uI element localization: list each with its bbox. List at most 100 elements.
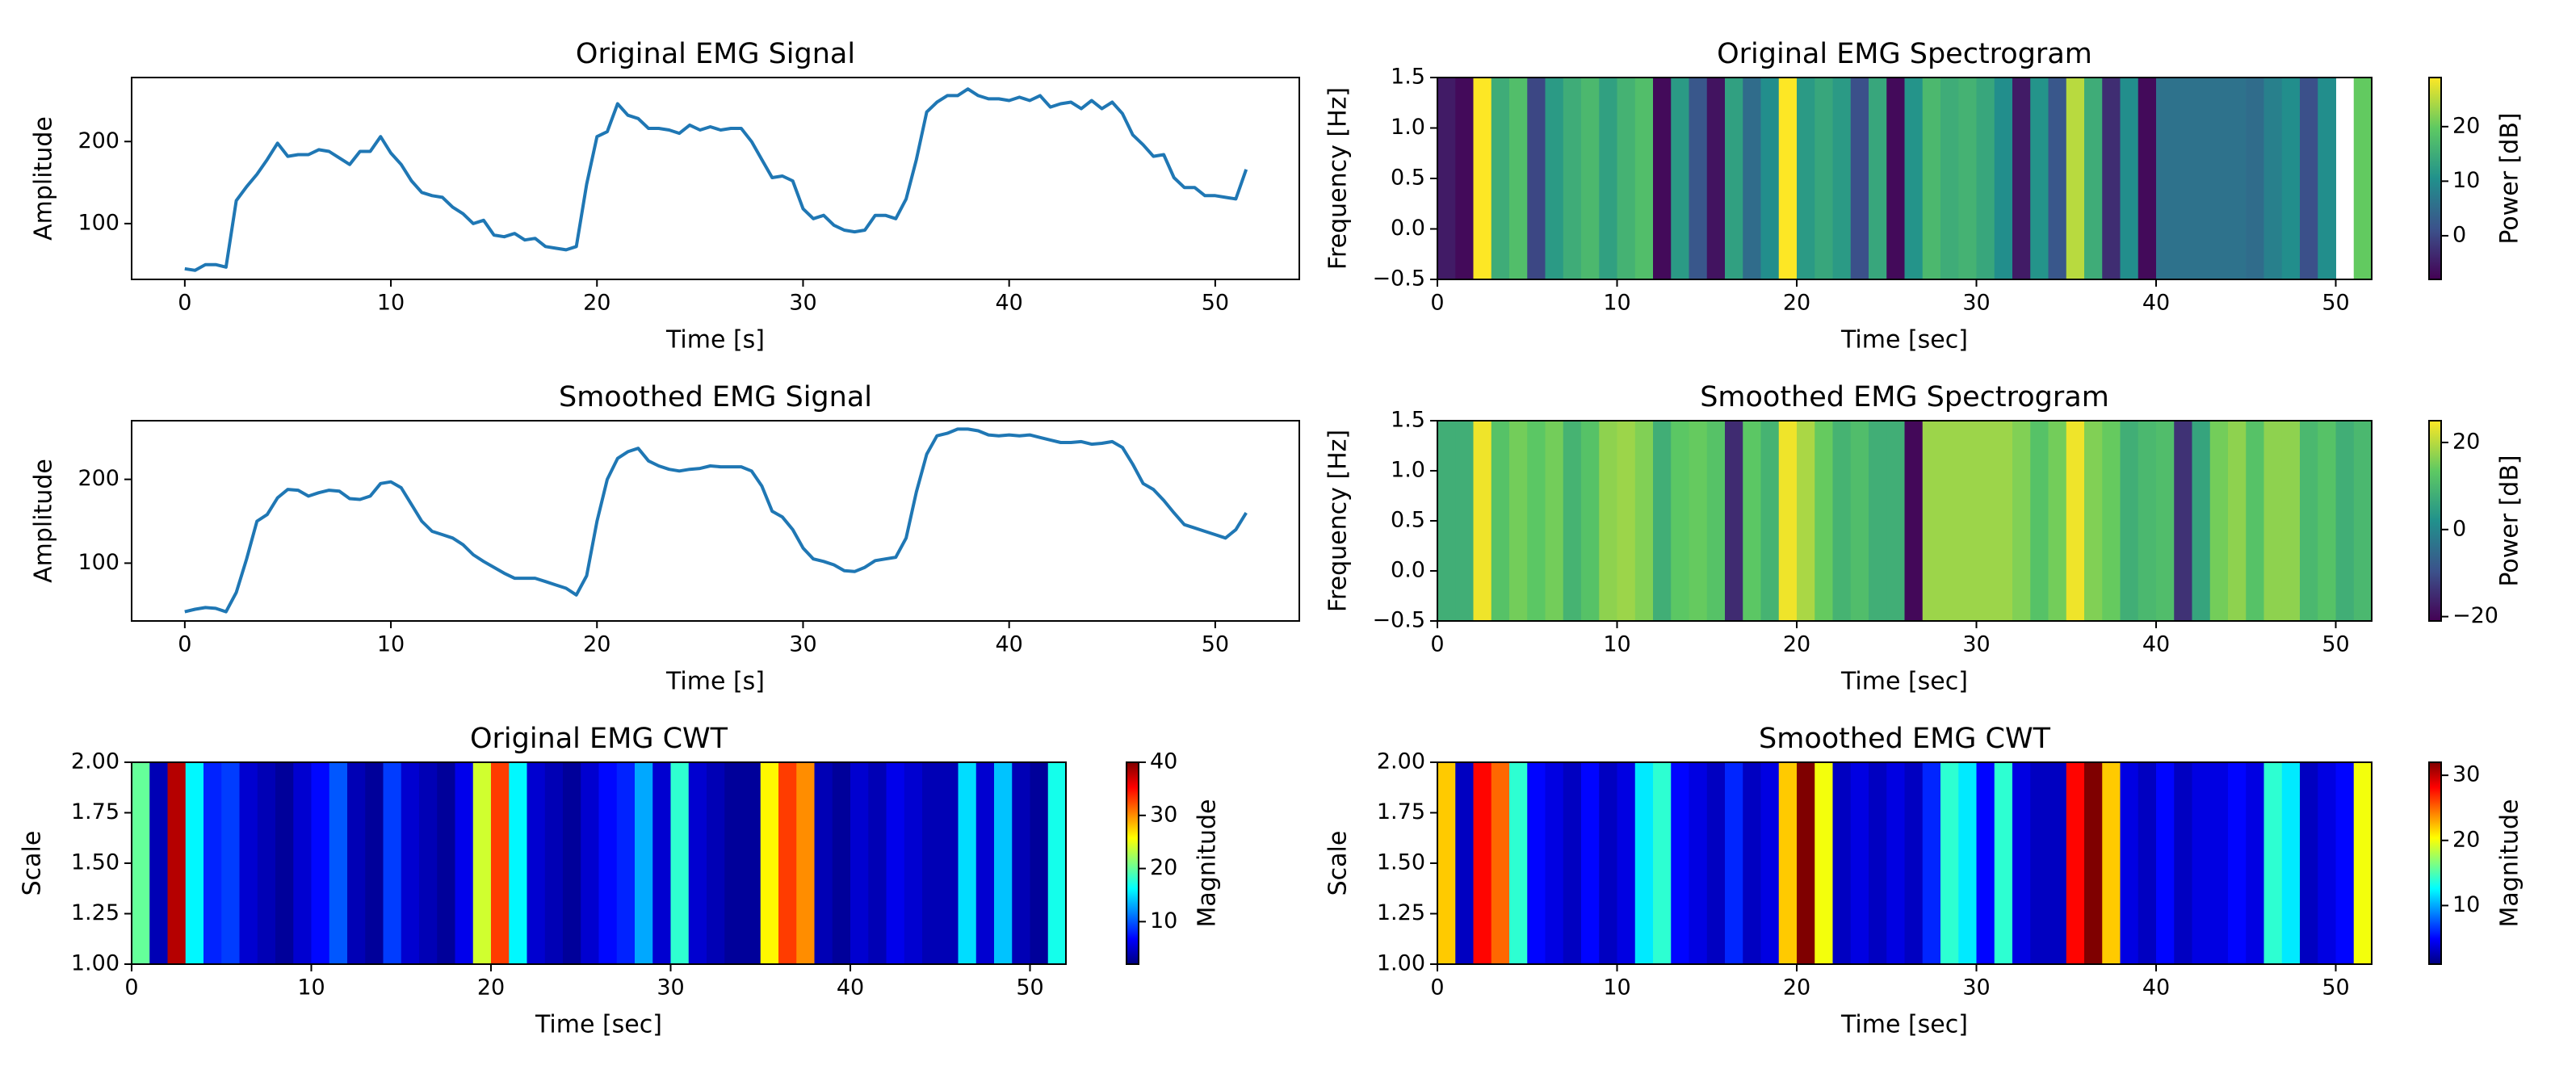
y-tick-label: 200 <box>78 466 120 491</box>
heatmap-cell <box>850 762 869 964</box>
y-tick-label: 1.50 <box>1377 850 1425 875</box>
heatmap-cell <box>616 762 636 964</box>
heatmap-cell <box>1797 78 1815 279</box>
heatmap-cell <box>2066 78 2085 279</box>
y-tick-label: 1.5 <box>1391 65 1425 90</box>
heatmap-cell <box>1030 762 1049 964</box>
heatmap-cell <box>724 762 743 964</box>
heatmap-cell <box>1473 762 1492 964</box>
heatmap-cell <box>1797 421 1815 621</box>
heatmap-cell <box>365 762 384 964</box>
heatmap-cell <box>2281 421 2301 621</box>
heatmap-cell <box>1012 762 1030 964</box>
heatmap-cell <box>1706 78 1726 279</box>
y-tick-label: 1.0 <box>1391 458 1425 483</box>
heatmap-cell <box>1994 762 2013 964</box>
heatmap-cell <box>1527 762 1546 964</box>
heatmap-cell <box>2246 421 2264 621</box>
heatmap-cell <box>1509 762 1528 964</box>
chart-title: Smoothed EMG CWT <box>1759 723 2051 755</box>
colorbar <box>2428 761 2442 965</box>
x-tick-label: 20 <box>583 291 610 316</box>
axes-frame <box>131 77 1300 280</box>
heatmap-cell <box>814 762 833 964</box>
heatmap-cell <box>1743 78 1761 279</box>
heatmap-cell <box>1904 421 1924 621</box>
y-tick-label: 1.75 <box>1377 799 1425 824</box>
heatmap-cell <box>2084 78 2103 279</box>
x-tick-label: 0 <box>1430 975 1444 1000</box>
colorbar-tick-label: 10 <box>2452 892 2480 917</box>
heatmap-cell <box>1653 421 1672 621</box>
heatmap-cell <box>1491 78 1510 279</box>
heatmap-cell <box>2228 78 2247 279</box>
colorbar-label: Power [dB] <box>2496 455 2524 586</box>
heatmap-cell <box>1437 421 1456 621</box>
heatmap-cell <box>1437 762 1456 964</box>
heatmap-cell <box>2048 421 2067 621</box>
x-axis-label: Time [sec] <box>535 1011 662 1039</box>
x-tick-label: 10 <box>377 632 405 657</box>
heatmap-cell <box>1760 762 1780 964</box>
chart-title: Original EMG Signal <box>576 38 855 70</box>
heatmap-cell <box>1527 78 1546 279</box>
heatmap-cell <box>1886 421 1905 621</box>
heatmap-cell <box>1976 762 1995 964</box>
x-tick-label: 10 <box>377 291 405 316</box>
x-axis-label: Time [sec] <box>1840 1011 1968 1039</box>
heatmap-cell <box>1815 762 1833 964</box>
heatmap-cell <box>1994 421 2013 621</box>
heatmap-cell <box>1617 78 1636 279</box>
heatmap-cell <box>2318 762 2336 964</box>
x-tick-label: 10 <box>297 975 325 1000</box>
heatmap-cell <box>1545 78 1564 279</box>
heatmap-cell <box>2120 762 2139 964</box>
heatmap-cell <box>2066 762 2085 964</box>
colorbar-tick-label: 10 <box>1150 908 1177 933</box>
heatmap-cell <box>1581 762 1600 964</box>
heatmap-cell <box>1581 78 1600 279</box>
colorbar-tick-label: 0 <box>2452 222 2466 247</box>
heatmap-cell <box>1922 421 1941 621</box>
heatmap-cell <box>1886 78 1905 279</box>
heatmap-cell <box>2102 762 2121 964</box>
heatmap-cell <box>2281 762 2301 964</box>
heatmap-cell <box>2300 421 2318 621</box>
heatmap-cell <box>1815 78 1833 279</box>
heatmap-cell <box>1689 78 1708 279</box>
y-tick-label: 1.75 <box>71 799 120 824</box>
colorbar-tick-label: −20 <box>2452 603 2498 628</box>
colorbar-label: Magnitude <box>2496 799 2524 928</box>
y-tick-label: 1.50 <box>71 850 120 875</box>
x-tick-label: 10 <box>1603 975 1630 1000</box>
heatmap-cell <box>868 762 887 964</box>
x-tick-label: 0 <box>124 975 138 1000</box>
colorbar-label: Power [dB] <box>2496 112 2524 244</box>
heatmap-cell <box>1778 421 1798 621</box>
heatmap-cell <box>904 762 923 964</box>
y-tick-label: 1.00 <box>1377 951 1425 976</box>
heatmap-cell <box>509 762 527 964</box>
heatmap-cell <box>1563 78 1582 279</box>
y-axis-label: Amplitude <box>30 459 58 583</box>
heatmap-cell <box>2012 78 2031 279</box>
heatmap-cell <box>311 762 330 964</box>
x-tick-label: 50 <box>1202 632 1229 657</box>
x-tick-label: 40 <box>995 291 1022 316</box>
heatmap-cell <box>760 762 779 964</box>
heatmap-cell <box>1706 421 1726 621</box>
heatmap-cell <box>1886 762 1905 964</box>
colorbar <box>2428 420 2442 622</box>
y-tick-label: −0.5 <box>1372 266 1425 292</box>
heatmap-cell <box>1617 421 1636 621</box>
heatmap-cell <box>2228 421 2247 621</box>
heatmap-cell <box>2209 762 2229 964</box>
heatmap-cell <box>1940 421 1959 621</box>
heatmap-cell <box>2102 78 2121 279</box>
x-tick-label: 30 <box>657 975 684 1000</box>
x-tick-label: 40 <box>2142 632 2170 657</box>
heatmap-cell <box>544 762 564 964</box>
heatmap-cell <box>1671 78 1689 279</box>
heatmap-cell <box>1869 421 1887 621</box>
